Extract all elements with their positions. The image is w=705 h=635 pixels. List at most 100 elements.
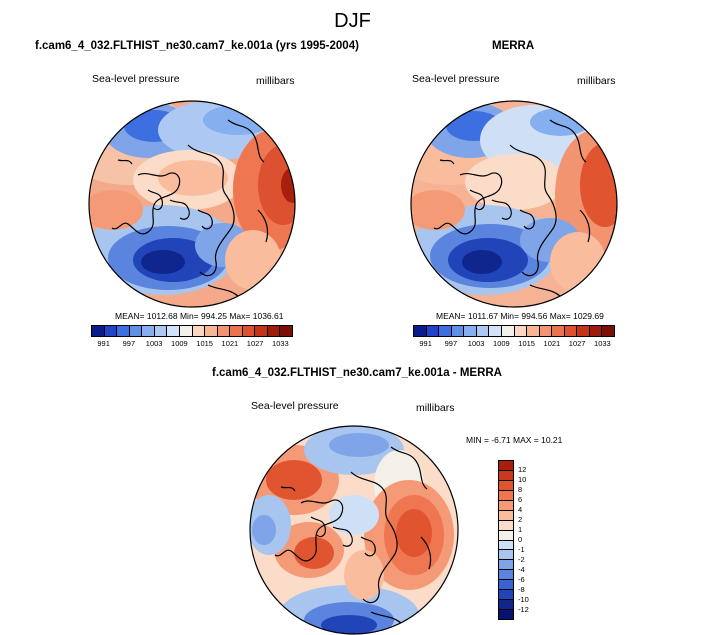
colorbar-tick-label: 991	[97, 339, 110, 348]
colorbar-tick-label: -2	[518, 555, 525, 564]
colorbar-swatch	[499, 580, 513, 591]
colorbar-swatch	[589, 326, 603, 336]
colorbar-swatch	[527, 326, 540, 336]
figure-title: DJF	[334, 10, 371, 32]
colorbar-tick-label: 1	[518, 525, 523, 534]
colorbar-tick-label: 997	[444, 339, 458, 348]
panel-label-variable: Sea-level pressure	[412, 73, 500, 85]
colorbar-tick-label: 1027	[246, 339, 264, 348]
map-model	[88, 100, 296, 308]
colorbar-swatch	[499, 490, 513, 501]
colorbar-tick-label: 12	[518, 465, 527, 474]
map-difference	[249, 425, 459, 635]
colorbar-tick-label: 1015	[518, 339, 535, 348]
colorbar-swatch	[476, 326, 490, 336]
colorbar-tick-label: 997	[122, 339, 136, 348]
colorbar-swatch	[205, 326, 218, 336]
panel-title-model: f.cam6_4_032.FLTHIST_ne30.cam7_ke.001a (…	[35, 40, 359, 52]
panel-label-units: millibars	[256, 75, 295, 87]
colorbar-model	[91, 325, 293, 337]
colorbar-swatch	[192, 326, 206, 336]
colorbar-swatch	[501, 326, 515, 336]
colorbar-tick-label: 10	[518, 475, 527, 484]
colorbar-swatch	[499, 530, 513, 541]
colorbar-swatch	[167, 326, 180, 336]
colorbar-swatch	[129, 326, 143, 336]
colorbar-difference	[498, 460, 514, 620]
colorbar-tick-label: 1027	[568, 339, 586, 348]
colorbar-merra	[413, 325, 615, 337]
colorbar-swatch	[499, 600, 513, 611]
colorbar-swatch	[499, 480, 513, 491]
colorbar-swatch	[499, 610, 513, 619]
colorbar-tick-label: 1021	[543, 339, 561, 348]
colorbar-swatch	[242, 326, 256, 336]
colorbar-tick-label: 991	[419, 339, 432, 348]
colorbar-swatch	[564, 326, 578, 336]
colorbar-ticks-model: 991 997 1003 1009 1015 1021 1027 1033	[91, 339, 293, 351]
colorbar-swatch	[104, 326, 118, 336]
colorbar-swatch	[499, 590, 513, 601]
colorbar-swatch	[230, 326, 243, 336]
colorbar-swatch	[499, 470, 513, 481]
colorbar-tick-label: 1021	[221, 339, 239, 348]
map-merra	[410, 100, 618, 308]
colorbar-swatch	[451, 326, 465, 336]
colorbar-tick-label: 8	[518, 485, 523, 494]
colorbar-swatch	[92, 326, 105, 336]
colorbar-tick-label: -4	[518, 565, 525, 574]
colorbar-tick-label: 1015	[196, 339, 213, 348]
colorbar-tick-label: -6	[518, 575, 525, 584]
colorbar-swatch	[499, 500, 513, 511]
colorbar-tick-label: 1009	[171, 339, 188, 348]
colorbar-tick-label: -8	[518, 585, 525, 594]
colorbar-swatch	[499, 560, 513, 571]
colorbar-tick-label: -1	[518, 545, 525, 554]
colorbar-swatch	[280, 326, 292, 336]
colorbar-tick-label: 1003	[467, 339, 485, 348]
colorbar-tick-label: 1033	[594, 339, 611, 348]
colorbar-tick-label: 6	[518, 495, 523, 504]
colorbar-swatch	[142, 326, 155, 336]
colorbar-swatch	[439, 326, 452, 336]
colorbar-tick-label: 4	[518, 505, 523, 514]
colorbar-swatch	[255, 326, 268, 336]
colorbar-tick-label: 0	[518, 535, 523, 544]
panel-title-difference: f.cam6_4_032.FLTHIST_ne30.cam7_ke.001a -…	[212, 367, 502, 379]
colorbar-tick-label: 1009	[493, 339, 510, 348]
colorbar-swatch	[499, 461, 513, 471]
colorbar-swatch	[499, 540, 513, 551]
colorbar-swatch	[539, 326, 553, 336]
colorbar-swatch	[426, 326, 440, 336]
colorbar-tick-label: 2	[518, 515, 523, 524]
colorbar-ticks-difference: 12 10 8 6 4 2 1 0 -1 -2 -4 -6 -8 -10 -12	[518, 460, 548, 620]
colorbar-swatch	[489, 326, 502, 336]
colorbar-swatch	[499, 510, 513, 521]
colorbar-swatch	[577, 326, 590, 336]
colorbar-swatch	[464, 326, 477, 336]
panel-label-variable: Sea-level pressure	[92, 73, 180, 85]
colorbar-swatch	[267, 326, 281, 336]
panel-stats-difference: MIN = -6.71 MAX = 10.21	[466, 435, 563, 445]
colorbar-swatch	[117, 326, 130, 336]
colorbar-swatch	[179, 326, 193, 336]
colorbar-swatch	[499, 550, 513, 561]
colorbar-tick-label: 1033	[272, 339, 289, 348]
colorbar-swatch	[514, 326, 528, 336]
colorbar-tick-label: -10	[518, 595, 529, 604]
colorbar-swatch	[499, 570, 513, 581]
colorbar-swatch	[217, 326, 231, 336]
colorbar-swatch	[552, 326, 565, 336]
panel-label-units: millibars	[577, 75, 616, 87]
panel-label-units: millibars	[416, 402, 455, 414]
panel-stats-merra: MEAN= 1011.67 Min= 994.56 Max= 1029.69	[436, 311, 604, 321]
colorbar-tick-label: 1003	[145, 339, 163, 348]
panel-stats-model: MEAN= 1012.68 Min= 994.25 Max= 1036.61	[115, 311, 284, 321]
panel-title-merra: MERRA	[492, 40, 535, 52]
colorbar-swatch	[499, 520, 513, 531]
colorbar-tick-label: -12	[518, 605, 529, 614]
colorbar-swatch	[414, 326, 427, 336]
colorbar-swatch	[602, 326, 614, 336]
colorbar-ticks-merra: 991 997 1003 1009 1015 1021 1027 1033	[413, 339, 615, 351]
colorbar-swatch	[154, 326, 168, 336]
